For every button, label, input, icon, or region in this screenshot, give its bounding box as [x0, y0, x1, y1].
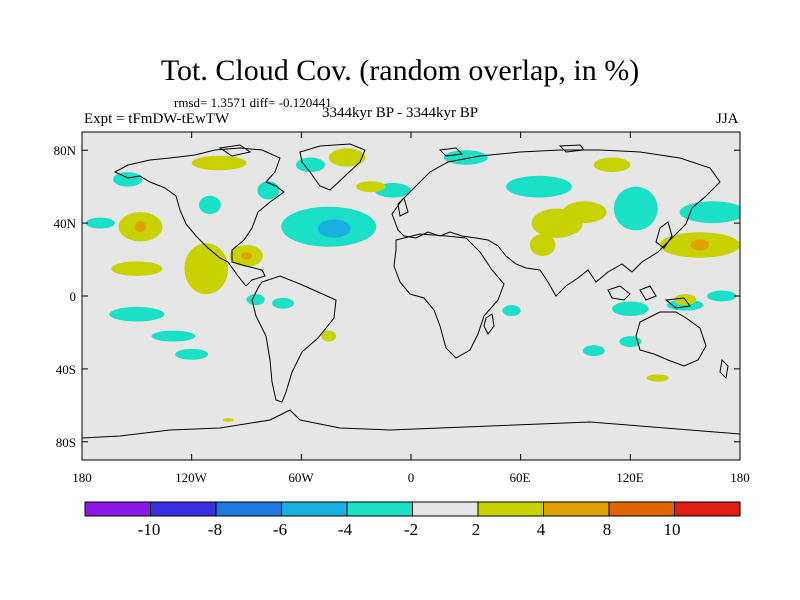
coastline-antarctica [82, 409, 740, 439]
coastline-new-zealand [719, 358, 729, 380]
coastline-layer [82, 143, 740, 439]
anomaly-indonesia-negative [612, 301, 649, 317]
colorbar-swatch-2 [215, 501, 282, 517]
anomaly-e-pacific-positive [111, 261, 163, 276]
colorbar-swatch-3 [281, 501, 348, 517]
anomaly-central-asia-positive-b [562, 201, 607, 224]
anomaly-arctic-greenland-positive [328, 148, 366, 167]
anomaly-antarctic-positive [222, 418, 234, 422]
coastline-africa [393, 233, 505, 359]
season-label: JJA [716, 111, 739, 127]
colorbar-label-m8: -8 [207, 520, 223, 539]
coastline-japan [655, 221, 673, 249]
anomaly-tropical-atlantic-negative [272, 297, 295, 309]
anomaly-arctic-greenland-negative [295, 157, 326, 173]
lat-tick-label-eq: 0 [69, 289, 77, 304]
coastline-madagascar [483, 313, 495, 335]
anomaly-arctic-east-negative [443, 150, 488, 165]
colorbar-swatch-5 [412, 501, 479, 517]
anomaly-s-atlantic-positive [321, 330, 337, 342]
anomaly-south-asia-positive [529, 234, 556, 256]
anomaly-alaska-negative [113, 172, 143, 187]
colorbar-swatch-6 [477, 501, 544, 517]
colorbar-swatch-8 [608, 501, 675, 517]
period-label: 3344kyr BP - 3344kyr BP [322, 105, 479, 121]
experiment-label: Expt = tFmDW-tEwTW [84, 111, 230, 127]
coastline-uk [397, 197, 409, 217]
map-background [82, 132, 740, 460]
anomaly-arctic-siberia-positive [593, 157, 631, 173]
axis-ticks [81, 132, 741, 460]
lat-tick-label-40s: 40S [55, 362, 76, 377]
coastline-australia [635, 311, 707, 367]
colorbar-label-m6: -6 [272, 520, 288, 539]
anomaly-indian-ocean-negative [502, 305, 521, 317]
lon-tick-label-60e: 60E [509, 470, 531, 485]
coastline-greenland [299, 143, 366, 191]
anomaly-s-pacific-negative [175, 348, 209, 360]
anomaly-e-pacific-tropical-negative [246, 294, 265, 306]
lon-tick-label-0: 0 [407, 470, 415, 485]
anomaly-nw-pacific-negative [679, 201, 740, 224]
anomaly-siberia-negative [506, 175, 572, 198]
anomaly-canada-negative [198, 195, 221, 214]
anomaly-mexico-positive [184, 243, 229, 295]
anomaly-w-pacific-negative-b [707, 290, 737, 302]
anomaly-tropical-pacific-negative [151, 330, 196, 342]
lat-tick-label-40n: 40N [53, 216, 76, 231]
colorbar-label-m4: -4 [337, 520, 353, 539]
colorbar [84, 501, 741, 517]
anomaly-layer [85, 148, 740, 422]
colorbar-label-m10: -10 [137, 520, 161, 539]
colorbar-label-2: 2 [471, 520, 481, 539]
coastline-south-america [251, 275, 337, 403]
lon-tick-label-120w: 120W [175, 470, 207, 485]
coastline-arctic-islands [218, 144, 585, 157]
anomaly-e-pacific-negative [85, 217, 115, 229]
anomaly-east-asia-negative [613, 186, 658, 231]
lon-tick-label-120e: 120E [616, 470, 644, 485]
colorbar-swatch-1 [150, 501, 217, 517]
colorbar-label-10: 10 [663, 520, 681, 539]
lat-tick-label-80s: 80S [55, 435, 76, 450]
colorbar-swatch-4 [346, 501, 413, 517]
coastline-maritime-continent [607, 285, 691, 309]
anomaly-sw-pacific-negative [109, 306, 165, 322]
anomaly-arctic-canada-positive [191, 155, 247, 171]
coastline-north-america [113, 147, 285, 287]
anomaly-ne-pacific-positive-core [135, 221, 146, 233]
coastline-eurasia [391, 149, 721, 297]
colorbar-label-8: 8 [602, 520, 612, 539]
colorbar-label-4: 4 [536, 520, 546, 539]
anomaly-australia-south-positive [646, 374, 669, 382]
map-title: Tot. Cloud Cov. (random overlap, in %) [160, 54, 640, 87]
stats-line: rmsd= 1.3571 diff= -0.120441 [174, 95, 332, 110]
lon-tick-label-180e: 180 [730, 470, 750, 485]
lon-tick-label-180w: 180 [72, 470, 92, 485]
lat-tick-label-80n: 80N [53, 143, 76, 158]
anomaly-n-atlantic-positive [356, 181, 386, 193]
anomaly-north-atlantic-negative [317, 219, 351, 238]
anomaly-s-indian-negative-b [619, 336, 642, 348]
colorbar-swatch-9 [674, 501, 741, 517]
colorbar-swatch-7 [543, 501, 610, 517]
anomaly-hudson-negative [257, 181, 280, 200]
colorbar-swatch-0 [84, 501, 151, 517]
lon-tick-label-60w: 60W [288, 470, 314, 485]
colorbar-label-m2: -2 [403, 520, 419, 539]
anomaly-s-indian-negative [582, 345, 605, 357]
anomaly-nw-pacific-positive-core [690, 239, 709, 251]
anomaly-caribbean-positive-core [241, 252, 252, 260]
